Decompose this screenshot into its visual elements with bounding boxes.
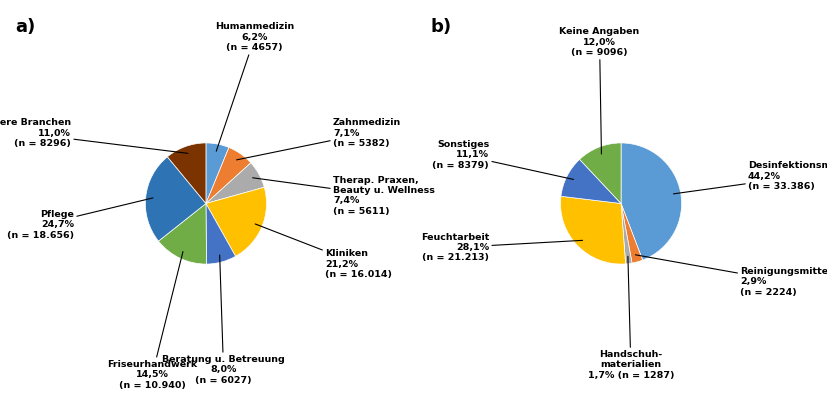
Wedge shape <box>146 157 206 241</box>
Wedge shape <box>580 143 621 204</box>
Wedge shape <box>621 143 681 260</box>
Text: Feuchtarbeit
28,1%
(n = 21.213): Feuchtarbeit 28,1% (n = 21.213) <box>421 232 582 263</box>
Wedge shape <box>561 160 621 204</box>
Wedge shape <box>206 143 229 204</box>
Text: Beratung u. Betreuung
8,0%
(n = 6027): Beratung u. Betreuung 8,0% (n = 6027) <box>162 255 284 385</box>
Text: Therap. Praxen,
Beauty u. Wellness
7,4%
(n = 5611): Therap. Praxen, Beauty u. Wellness 7,4% … <box>252 175 435 216</box>
Wedge shape <box>159 204 207 264</box>
Text: b): b) <box>431 18 452 36</box>
Text: Keine Angaben
12,0%
(n = 9096): Keine Angaben 12,0% (n = 9096) <box>559 27 640 154</box>
Text: Kliniken
21,2%
(n = 16.014): Kliniken 21,2% (n = 16.014) <box>256 224 392 279</box>
Text: a): a) <box>16 18 36 36</box>
Text: Andere Branchen
11,0%
(n = 8296): Andere Branchen 11,0% (n = 8296) <box>0 118 188 153</box>
Wedge shape <box>621 204 632 264</box>
Text: Handschuh-
materialien
1,7% (n = 1287): Handschuh- materialien 1,7% (n = 1287) <box>587 256 674 380</box>
Wedge shape <box>167 143 206 204</box>
Wedge shape <box>561 196 625 264</box>
Wedge shape <box>621 204 643 263</box>
Wedge shape <box>206 163 265 204</box>
Text: Sonstiges
11,1%
(n = 8379): Sonstiges 11,1% (n = 8379) <box>433 140 573 179</box>
Text: Friseurhandwerk
14,5%
(n = 10.940): Friseurhandwerk 14,5% (n = 10.940) <box>107 252 198 389</box>
Wedge shape <box>206 147 251 204</box>
Wedge shape <box>206 187 266 256</box>
Text: Zahnmedizin
7,1%
(n = 5382): Zahnmedizin 7,1% (n = 5382) <box>237 118 401 160</box>
Text: Pflege
24,7%
(n = 18.656): Pflege 24,7% (n = 18.656) <box>7 198 153 240</box>
Wedge shape <box>206 204 236 264</box>
Text: Humanmedizin
6,2%
(n = 4657): Humanmedizin 6,2% (n = 4657) <box>215 22 294 151</box>
Text: Reinigungsmittel
2,9%
(n = 2224): Reinigungsmittel 2,9% (n = 2224) <box>635 255 827 297</box>
Text: Desinfektionsmittel
44,2%
(n = 33.386): Desinfektionsmittel 44,2% (n = 33.386) <box>673 161 827 194</box>
